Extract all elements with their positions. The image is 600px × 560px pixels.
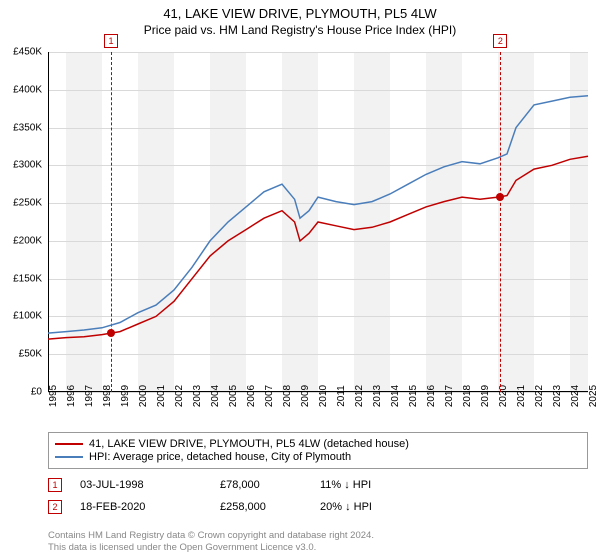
chart-lines [48, 52, 588, 392]
sale-row: 2 18-FEB-2020 £258,000 20% ↓ HPI [48, 500, 588, 514]
legend-item-hpi: HPI: Average price, detached house, City… [55, 451, 581, 463]
chart-subtitle: Price paid vs. HM Land Registry's House … [0, 23, 600, 37]
footer-line2: This data is licensed under the Open Gov… [48, 542, 588, 554]
sale-date: 03-JUL-1998 [80, 479, 220, 491]
sale-delta: 11% ↓ HPI [320, 479, 440, 491]
footer-line1: Contains HM Land Registry data © Crown c… [48, 530, 588, 542]
y-tick-label: £250K [13, 198, 42, 209]
sale-price: £78,000 [220, 479, 320, 491]
sale-price: £258,000 [220, 501, 320, 513]
legend-label-hpi: HPI: Average price, detached house, City… [89, 451, 351, 463]
sale-delta: 20% ↓ HPI [320, 501, 440, 513]
y-tick-label: £50K [19, 349, 42, 360]
sale-row: 1 03-JUL-1998 £78,000 11% ↓ HPI [48, 478, 588, 492]
y-tick-label: £400K [13, 84, 42, 95]
legend-item-property: 41, LAKE VIEW DRIVE, PLYMOUTH, PL5 4LW (… [55, 438, 581, 450]
y-tick-label: £0 [31, 387, 42, 398]
y-tick-label: £100K [13, 311, 42, 322]
y-tick-label: £200K [13, 235, 42, 246]
legend-swatch-hpi [55, 456, 83, 458]
y-tick-label: £150K [13, 273, 42, 284]
sale-marker-badge: 2 [48, 500, 62, 514]
chart-title: 41, LAKE VIEW DRIVE, PLYMOUTH, PL5 4LW [0, 6, 600, 21]
y-tick-label: £300K [13, 160, 42, 171]
legend-swatch-property [55, 443, 83, 445]
chart-marker-badge: 1 [104, 34, 118, 48]
y-tick-label: £350K [13, 122, 42, 133]
chart-marker-badge: 2 [493, 34, 507, 48]
sale-date: 18-FEB-2020 [80, 501, 220, 513]
legend-label-property: 41, LAKE VIEW DRIVE, PLYMOUTH, PL5 4LW (… [89, 438, 409, 450]
legend: 41, LAKE VIEW DRIVE, PLYMOUTH, PL5 4LW (… [48, 432, 588, 469]
chart-area: £0£50K£100K£150K£200K£250K£300K£350K£400… [48, 52, 588, 392]
footer-attribution: Contains HM Land Registry data © Crown c… [48, 530, 588, 554]
sale-marker-badge: 1 [48, 478, 62, 492]
x-tick-label: 2025 [588, 385, 599, 407]
chart-title-block: 41, LAKE VIEW DRIVE, PLYMOUTH, PL5 4LW P… [0, 0, 600, 37]
y-tick-label: £450K [13, 47, 42, 58]
